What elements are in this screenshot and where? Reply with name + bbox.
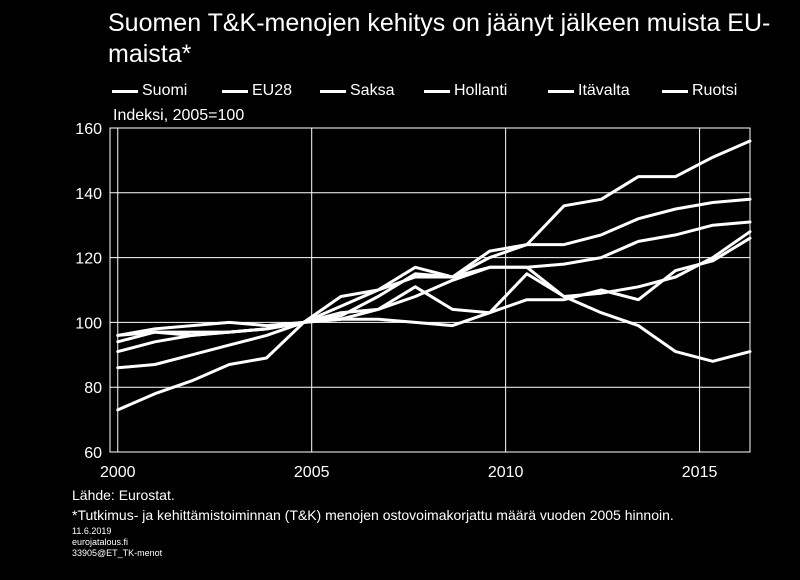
plot-area-frame [109,127,751,453]
legend-swatch [548,89,574,93]
legend-swatch [222,89,248,93]
legend-item-eu28: EU28 [222,82,292,100]
series-line-ruotsi [116,139,752,412]
y-tick-label: 120 [75,251,102,268]
legend-item-saksa: Saksa [320,82,394,100]
series-line-saksa [116,230,752,337]
chart-code: 33905@ET_TK-menot [72,548,163,558]
legend-label: EU28 [252,82,293,99]
source-note: Lähde: Eurostat. [72,487,175,503]
legend-swatch [662,89,688,93]
y-tick-label: 100 [75,315,102,332]
legend-label: Ruotsi [692,82,738,99]
y-tick-label: 60 [84,445,102,462]
legend-swatch [320,89,346,93]
series-line-hollanti [116,220,752,337]
x-tick-label: 2005 [294,464,330,481]
chart-title: Suomen T&K-menojen kehitys on jäänyt jäl… [108,9,771,68]
legend-label: Itävalta [578,82,630,99]
x-tick-labels: 2000 2005 2010 2015 [100,464,718,481]
legend-item-ruotsi: Ruotsi [662,82,737,100]
legend-label: Saksa [350,82,395,99]
y-tick-label: 160 [75,121,102,138]
footnote: *Tutkimus- ja kehittämistoiminnan (T&K) … [72,507,674,523]
site-name: eurojatalous.fi [72,537,129,547]
x-tick-label: 2015 [682,464,718,481]
y-tick-labels: 60 80 100 120 140 160 [75,121,102,462]
series-line-itävalta [116,197,752,370]
publish-date: 11.6.2019 [72,526,112,536]
legend-swatch [112,89,138,93]
y-tick-label: 140 [75,186,102,203]
y-tick-label: 80 [84,380,102,397]
legend-label: Hollanti [454,82,508,99]
legend-label: Suomi [142,82,188,99]
legend-item-hollanti: Hollanti [424,82,507,100]
y-axis-label: Indeksi, 2005=100 [113,107,245,124]
legend-item-suomi: Suomi [112,82,187,100]
legend-item-itavalta: Itävalta [548,82,630,100]
x-tick-label: 2010 [488,464,524,481]
x-tick-label: 2000 [100,464,136,481]
series-lines [116,139,752,412]
legend-swatch [424,89,450,93]
